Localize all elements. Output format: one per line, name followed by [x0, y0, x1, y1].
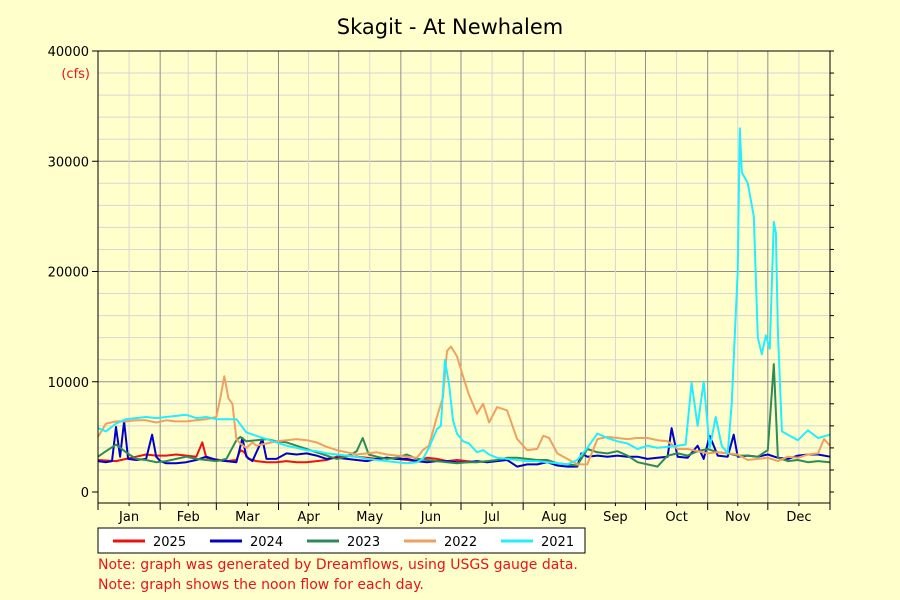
x-tick-label: May — [356, 510, 383, 525]
legend-label-2022: 2022 — [444, 535, 477, 550]
series-line-2023 — [97, 363, 831, 468]
x-tick-label: Jul — [483, 510, 500, 525]
legend-label-2023: 2023 — [347, 535, 380, 550]
y-tick-label: 0 — [81, 486, 89, 501]
x-tick-label: Dec — [786, 510, 811, 525]
note-noon-flow: Note: graph shows the noon flow for each… — [98, 577, 424, 593]
plot-frame — [97, 50, 831, 504]
x-tick-label: Aug — [542, 510, 567, 525]
x-tick-label: Jun — [420, 510, 441, 525]
x-tick-label: Mar — [235, 510, 260, 525]
y-tick-label: 20000 — [48, 266, 89, 281]
legend: 2025 2024 2023 2022 2021 — [97, 527, 586, 554]
legend-label-2024: 2024 — [250, 535, 283, 550]
legend-label-2021: 2021 — [541, 535, 574, 550]
series-line-2022 — [97, 345, 831, 466]
axis-ticks: 0 10000 20000 30000 40000 Jan Feb Mar Apr May Jun J… — [48, 45, 834, 525]
y-tick-label: 10000 — [48, 376, 89, 391]
x-tick-label: Jan — [118, 510, 139, 525]
y-tick-label: 30000 — [48, 155, 89, 170]
y-tick-label: 40000 — [48, 45, 89, 60]
series-lines — [97, 127, 831, 468]
x-tick-label: Nov — [725, 510, 751, 525]
grid — [98, 51, 830, 503]
series-line-2021 — [97, 127, 831, 466]
chart-title: Skagit - At Newhalem — [337, 15, 563, 39]
note-source: Note: graph was generated by Dreamflows,… — [98, 557, 578, 573]
y-axis-unit-label: (cfs) — [61, 67, 90, 82]
x-tick-label: Oct — [665, 510, 687, 525]
legend-label-2025: 2025 — [153, 535, 186, 550]
x-tick-label: Sep — [603, 510, 628, 525]
x-tick-label: Feb — [177, 510, 200, 525]
x-tick-label: Apr — [297, 510, 320, 525]
